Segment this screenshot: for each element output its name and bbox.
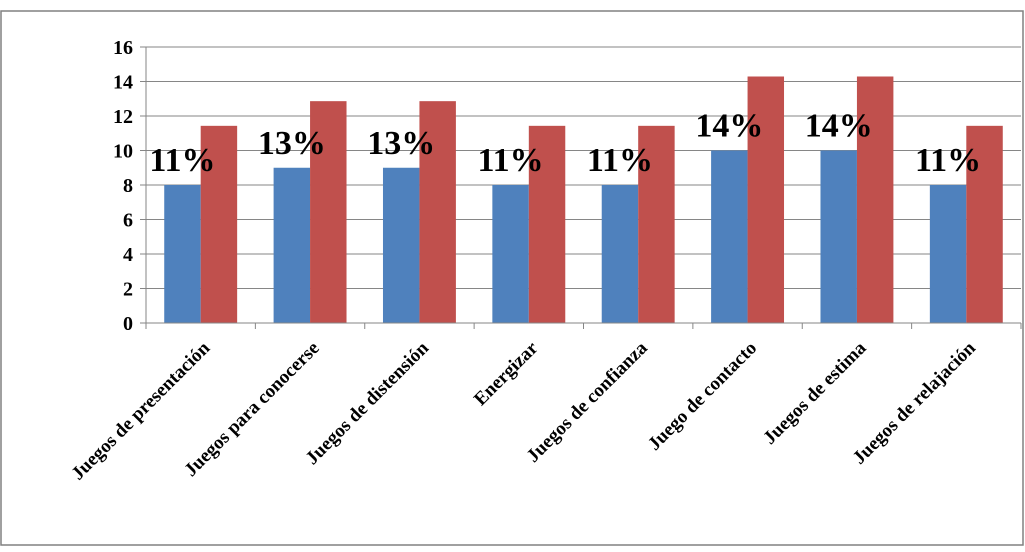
y-tick-label: 6 <box>123 210 133 232</box>
data-label: 14% <box>805 108 873 145</box>
bar-series-2-2 <box>310 101 347 323</box>
bar-series-2-8 <box>966 125 1003 324</box>
data-label: 13% <box>258 125 326 162</box>
bar-series-2-3 <box>419 101 456 323</box>
y-tick-labels: 0 2 4 6 8 10 12 14 16 <box>113 37 133 335</box>
data-label: 11% <box>915 142 981 179</box>
y-tick-label: 12 <box>113 106 133 128</box>
bar-series-2-4 <box>528 125 566 324</box>
data-label: 11% <box>478 142 544 179</box>
data-label: 11% <box>149 142 215 179</box>
y-tick-label: 2 <box>123 279 133 301</box>
axes <box>140 46 1022 329</box>
bar-series-1-3 <box>382 167 420 323</box>
bar-series-2-5 <box>638 125 675 324</box>
data-labels: 11% 13% 13% 11% 11% 14% 14% 11% <box>149 108 981 180</box>
y-tick-label: 10 <box>113 141 133 163</box>
data-label: 14% <box>695 108 763 145</box>
y-tick-label: 14 <box>113 72 133 94</box>
bar-series-1-6 <box>711 150 748 323</box>
bar-series-2-6 <box>747 76 785 323</box>
data-label: 11% <box>587 142 653 179</box>
y-tick-label: 4 <box>123 244 133 266</box>
bar-series-1-2 <box>273 167 311 323</box>
y-tick-label: 16 <box>113 37 133 59</box>
bar-series-1-8 <box>929 185 967 323</box>
data-label: 13% <box>367 125 435 162</box>
bar-series-1-5 <box>601 185 639 323</box>
bar-series-1-7 <box>820 150 857 323</box>
y-tick-label: 8 <box>123 175 133 197</box>
bars <box>164 76 1003 324</box>
bar-series-2-7 <box>856 76 894 323</box>
bar-series-2-1 <box>200 125 238 324</box>
y-tick-label: 0 <box>123 313 133 335</box>
bar-series-1-4 <box>492 185 529 323</box>
bar-series-1-1 <box>164 185 201 323</box>
